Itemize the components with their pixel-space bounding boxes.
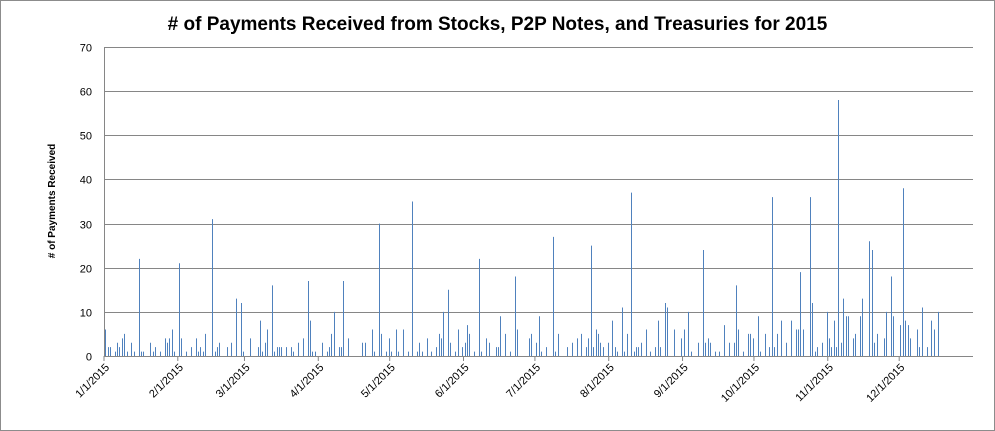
y-tick-labels: 0 10 20 30 40 50 60 70 [80, 43, 92, 364]
y-axis-label: # of Payments Received [47, 144, 58, 259]
gridlines [104, 47, 973, 313]
x-tick-label: 10/1/2015 [719, 362, 762, 405]
y-tick-label: 60 [80, 87, 92, 99]
bars [105, 99, 939, 356]
y-tick-label: 20 [80, 264, 92, 276]
x-tick-label: 9/1/2015 [652, 362, 691, 401]
chart-title: # of Payments Received from Stocks, P2P … [167, 14, 828, 35]
x-tick-label: 4/1/2015 [288, 362, 327, 401]
x-tick-label: 11/1/2015 [793, 362, 836, 405]
y-tick-label: 30 [80, 220, 92, 232]
x-tick-labels: 1/1/2015 2/1/2015 3/1/2015 4/1/2015 5/1/2015… [73, 362, 907, 405]
x-tick-label: 8/1/2015 [578, 362, 617, 401]
x-tick-label: 2/1/2015 [147, 362, 186, 401]
x-tick-label: 3/1/2015 [214, 362, 253, 401]
y-tick-label: 70 [80, 43, 92, 55]
x-tick-label: 6/1/2015 [433, 362, 472, 401]
y-tick-label: 40 [80, 175, 92, 187]
x-tick-label: 7/1/2015 [504, 362, 543, 401]
y-tick-label: 0 [86, 352, 92, 364]
y-tick-label: 50 [80, 131, 92, 143]
axes [103, 47, 973, 361]
y-tick-label: 10 [80, 308, 92, 320]
x-tick-label: 12/1/2015 [864, 362, 907, 405]
x-tick-label: 5/1/2015 [359, 362, 398, 401]
x-tick-label: 1/1/2015 [73, 362, 112, 401]
